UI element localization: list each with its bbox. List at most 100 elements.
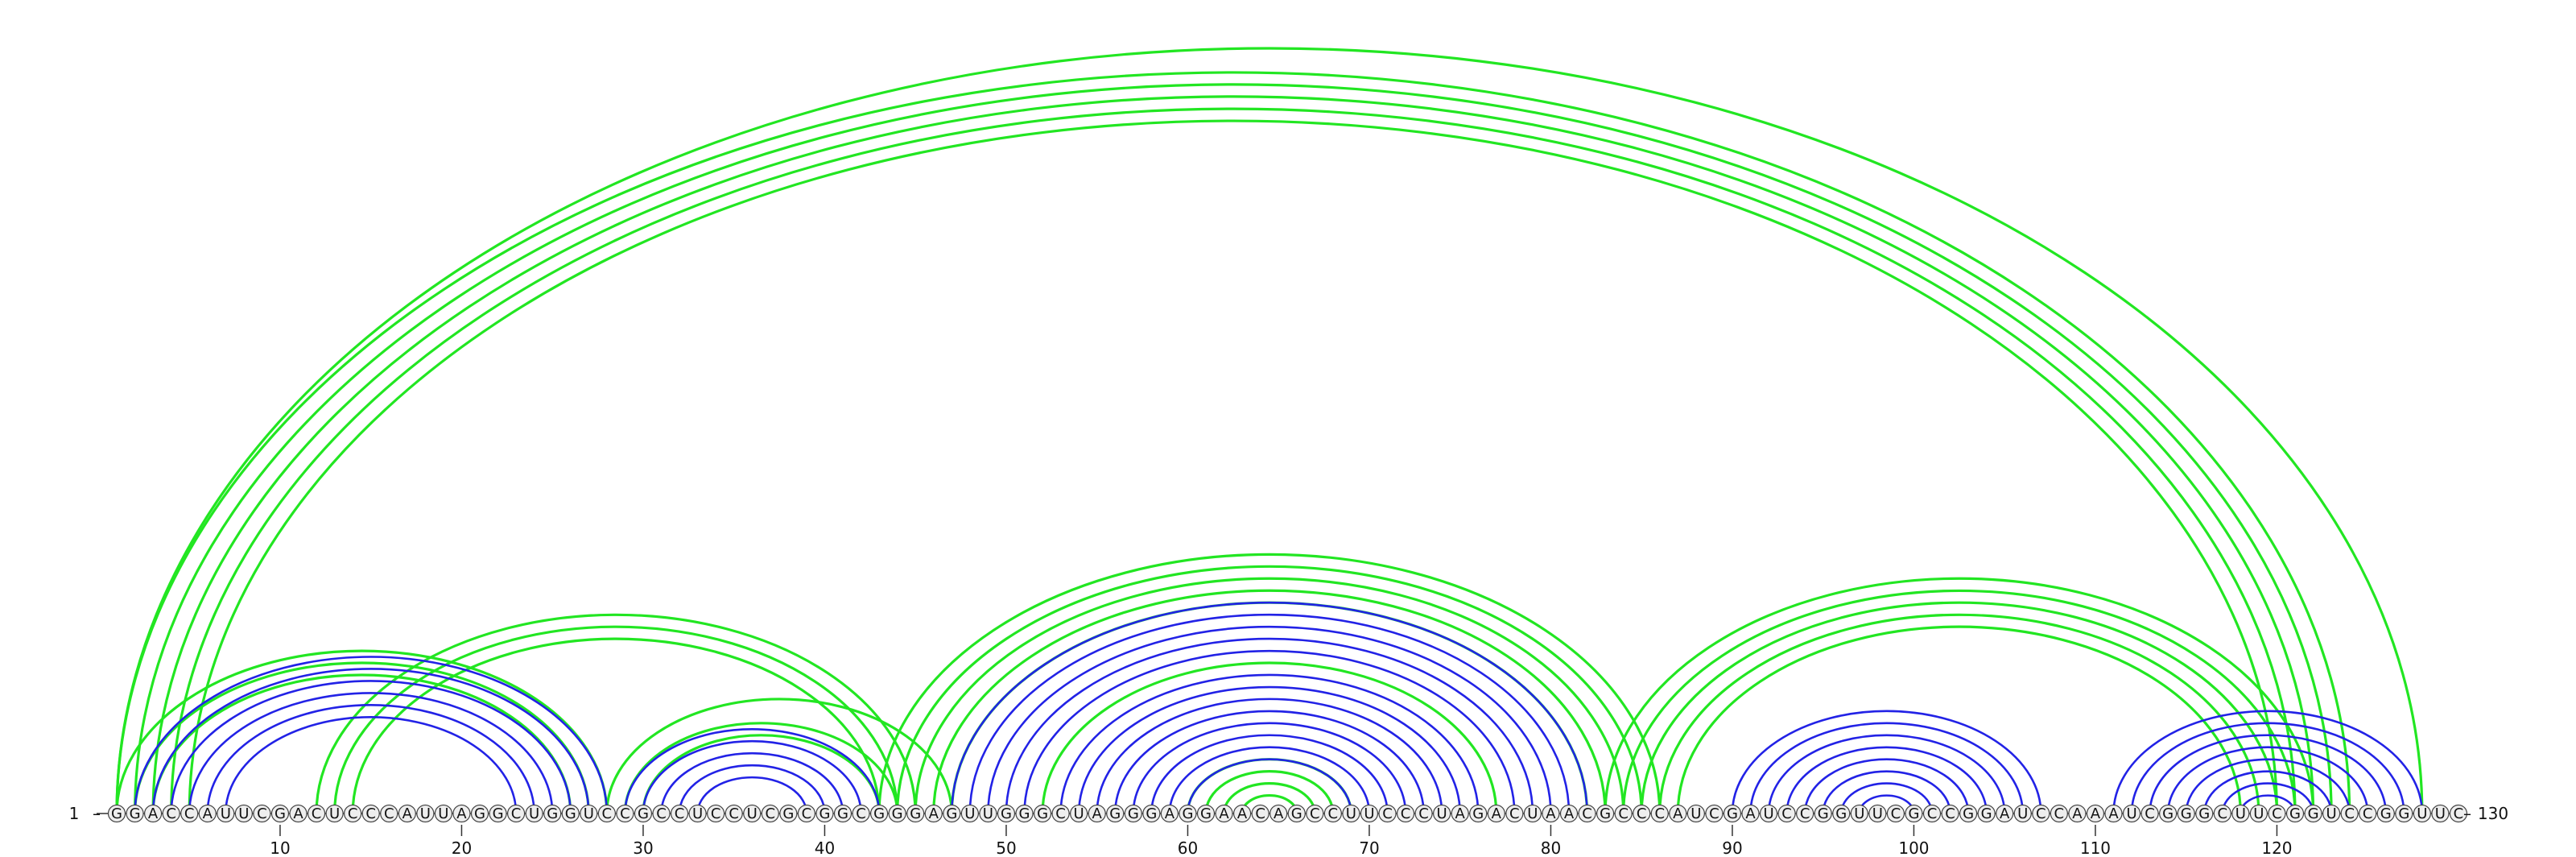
nucleotide: U (2231, 804, 2250, 823)
nucleotide: C (253, 804, 271, 823)
nucleotide: A (1542, 804, 1560, 823)
blue-pair-arc (1132, 722, 1407, 814)
nucleotide: U (1360, 804, 1379, 823)
nucleotide-circle (616, 804, 634, 823)
nucleotide-letter: C (1618, 805, 1629, 822)
nucleotide: U (2413, 804, 2431, 823)
blue-pair-arc (1731, 710, 2042, 814)
nucleotide: U (1342, 804, 1360, 823)
nucleotide-circle (416, 804, 435, 823)
nucleotide-letter: G (2289, 805, 2301, 822)
nucleotide-letter: C (1945, 805, 1955, 822)
nucleotide-letter: C (511, 805, 522, 822)
blue-pair-arc (134, 656, 609, 814)
green-pair-arc (914, 577, 1625, 814)
nucleotide-circle (543, 804, 562, 823)
nucleotide-circle (2213, 804, 2231, 823)
nucleotide: A (452, 804, 471, 823)
tick-label: 120 (2261, 838, 2292, 857)
nucleotide-letter: A (1274, 805, 1284, 822)
nucleotide-circle (525, 804, 543, 823)
nucleotide-circle (1814, 804, 1832, 823)
nucleotide: C (1633, 804, 1651, 823)
nucleotide-circle (452, 804, 471, 823)
nucleotide-letter: U (2326, 805, 2337, 822)
nucleotide-letter: G (1908, 805, 1919, 822)
nucleotide: C (344, 804, 362, 823)
nucleotide-circle (2268, 804, 2286, 823)
nucleotide: G (489, 804, 507, 823)
nucleotide-letter: A (2108, 805, 2119, 822)
nucleotide: U (234, 804, 253, 823)
nucleotide-circle (1959, 804, 1978, 823)
nucleotide: C (2449, 804, 2468, 823)
nucleotide-circle (1650, 804, 1669, 823)
nucleotide: C (1705, 804, 1724, 823)
nucleotide: U (2013, 804, 2032, 823)
blue-pair-arc (2185, 758, 2351, 814)
nucleotide: U (1686, 804, 1705, 823)
nucleotide-letter: C (1781, 805, 1792, 822)
nucleotide-letter: G (1001, 805, 1012, 822)
green-pair-arc (1676, 625, 2242, 814)
nucleotide-circle (107, 804, 126, 823)
nucleotide-circle (1559, 804, 1579, 823)
nucleotide-circle (398, 804, 416, 823)
nucleotide: G (997, 804, 1016, 823)
nucleotide: G (1977, 804, 1996, 823)
blue-pair-arc (1803, 758, 1970, 814)
blue-pair-arc (1005, 637, 1534, 814)
position-axis: 10 20 30 40 50 60 70 80 90 100 110 120 (270, 825, 2293, 857)
nucleotide-letter: U (1690, 805, 1701, 822)
nucleotide-letter: C (711, 805, 721, 822)
tick-label: 60 (1178, 838, 1198, 857)
nucleotide-letter: C (1055, 805, 1066, 822)
nucleotide: G (543, 804, 562, 823)
nucleotide-circle (2140, 804, 2159, 823)
nucleotide-circle (924, 804, 943, 823)
nucleotide: G (2395, 804, 2413, 823)
nucleotide-letter: C (2054, 805, 2065, 822)
nucleotide: A (1996, 804, 2014, 823)
nucleotide: U (688, 804, 707, 823)
nucleotide: C (1306, 804, 1324, 823)
nucleotide: A (398, 804, 416, 823)
nucleotide: G (943, 804, 961, 823)
nucleotide-circle (1088, 804, 1106, 823)
nucleotide-circle (2032, 804, 2050, 823)
nucleotide: U (416, 804, 435, 823)
nucleotide-circle (2340, 804, 2359, 823)
nucleotide: U (580, 804, 598, 823)
nucleotide-circle (1306, 804, 1324, 823)
nucleotide: A (144, 804, 163, 823)
green-pair-arc (135, 85, 2332, 814)
nucleotide-letter: C (1418, 805, 1429, 822)
nucleotide-letter: G (1835, 805, 1847, 822)
nucleotide: A (1232, 804, 1252, 823)
nucleotide: A (1160, 804, 1179, 823)
nucleotide: G (1959, 804, 1978, 823)
nucleotide: U (434, 804, 453, 823)
nucleotide-letter: C (729, 805, 739, 822)
nucleotide-circle (1723, 804, 1742, 823)
nucleotide-letter: A (1673, 805, 1683, 822)
nucleotide: C (616, 804, 634, 823)
nucleotide: C (761, 804, 779, 823)
blue-pair-arc (660, 751, 844, 814)
nucleotide-letter: U (1346, 805, 1356, 822)
nucleotide-circle (1232, 804, 1252, 823)
nucleotide-circle (2376, 804, 2395, 823)
green-pair-arc (1222, 782, 1316, 814)
nucleotide: G (1832, 804, 1851, 823)
nucleotide-circle (1705, 804, 1724, 823)
nucleotide-circle (2395, 804, 2413, 823)
nucleotide-circle (1996, 804, 2014, 823)
nucleotide-circle (1287, 804, 1306, 823)
nucleotide-circle (1578, 804, 1596, 823)
nucleotide-circle (1977, 804, 1996, 823)
nucleotide-circle (1269, 804, 1288, 823)
nucleotide: C (724, 804, 743, 823)
nucleotide-circle (2068, 804, 2087, 823)
nucleotide-letter: C (675, 805, 685, 822)
nucleotide: G (1106, 804, 1125, 823)
